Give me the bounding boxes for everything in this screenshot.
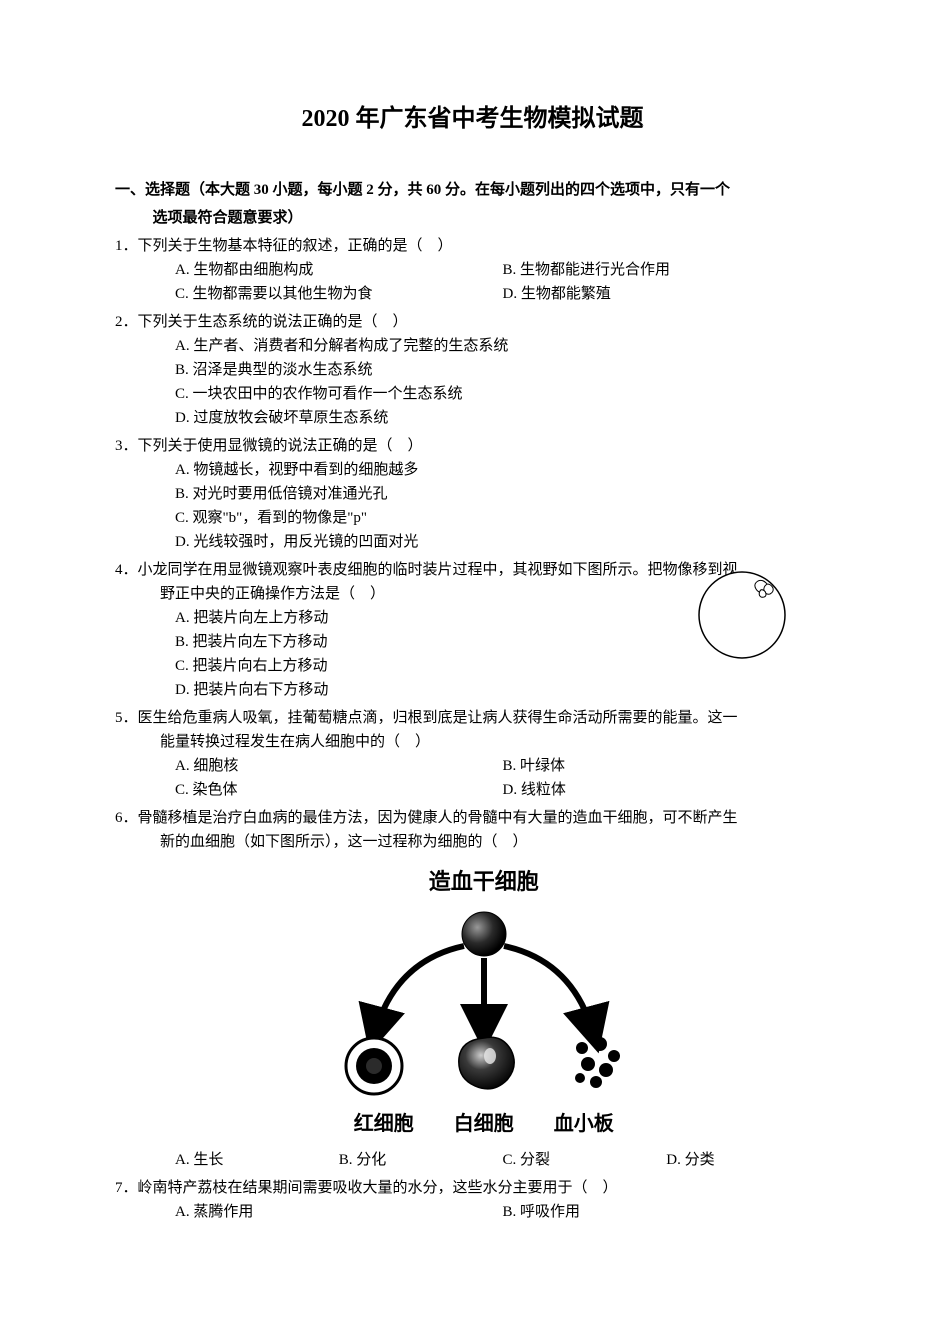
q6-option-c: C. 分裂 bbox=[503, 1148, 667, 1172]
q5-options-row1: A. 细胞核 B. 叶绿体 bbox=[138, 754, 831, 778]
section-header-line2: 选项最符合题意要求） bbox=[115, 206, 830, 230]
question-1: 1．下列关于生物基本特征的叙述，正确的是（ ） A. 生物都由细胞构成 B. 生… bbox=[115, 234, 830, 306]
q1-options-row2: C. 生物都需要以其他生物为食 D. 生物都能繁殖 bbox=[138, 282, 831, 306]
q7-option-a: A. 蒸腾作用 bbox=[175, 1200, 503, 1224]
q2-option-d: D. 过度放牧会破坏草原生态系统 bbox=[138, 406, 831, 430]
q5-option-a: A. 细胞核 bbox=[175, 754, 503, 778]
q5-option-d: D. 线粒体 bbox=[503, 778, 831, 802]
q2-stem: 2．下列关于生态系统的说法正确的是（ ） bbox=[138, 310, 831, 334]
q6-option-a: A. 生长 bbox=[175, 1148, 339, 1172]
q3-option-d: D. 光线较强时，用反光镜的凹面对光 bbox=[138, 530, 831, 554]
q6-label-rbc: 红细胞 bbox=[354, 1108, 414, 1140]
q6-stem-cell-diagram: 造血干细胞 bbox=[138, 864, 831, 1139]
section-header-line1: 一、选择题（本大题 30 小题，每小题 2 分，共 60 分。在每小题列出的四个… bbox=[115, 178, 830, 202]
q2-option-b: B. 沼泽是典型的淡水生态系统 bbox=[138, 358, 831, 382]
q6-diagram-labels: 红细胞 白细胞 血小板 bbox=[138, 1108, 831, 1140]
q6-diagram-svg bbox=[304, 906, 664, 1096]
question-2: 2．下列关于生态系统的说法正确的是（ ） A. 生产者、消费者和分解者构成了完整… bbox=[115, 310, 830, 430]
q6-label-wbc: 白细胞 bbox=[454, 1108, 514, 1140]
q2-option-c: C. 一块农田中的农作物可看作一个生态系统 bbox=[138, 382, 831, 406]
q2-option-a: A. 生产者、消费者和分解者构成了完整的生态系统 bbox=[138, 334, 831, 358]
q7-option-b: B. 呼吸作用 bbox=[503, 1200, 831, 1224]
q5-option-b: B. 叶绿体 bbox=[503, 754, 831, 778]
q4-option-d: D. 把装片向右下方移动 bbox=[138, 678, 831, 702]
q3-option-c: C. 观察"b"，看到的物像是"p" bbox=[138, 506, 831, 530]
q7-options-row1: A. 蒸腾作用 B. 呼吸作用 bbox=[138, 1200, 831, 1224]
q1-option-c: C. 生物都需要以其他生物为食 bbox=[175, 282, 503, 306]
q5-stem-line1: 5．医生给危重病人吸氧，挂葡萄糖点滴，归根到底是让病人获得生命活动所需要的能量。… bbox=[138, 706, 831, 730]
q1-options-row1: A. 生物都由细胞构成 B. 生物都能进行光合作用 bbox=[138, 258, 831, 282]
q1-option-d: D. 生物都能繁殖 bbox=[503, 282, 831, 306]
q6-stem-line1: 6．骨髓移植是治疗白血病的最佳方法，因为健康人的骨髓中有大量的造血干细胞，可不断… bbox=[138, 806, 831, 830]
q6-label-platelet: 血小板 bbox=[554, 1108, 614, 1140]
q6-diagram-title: 造血干细胞 bbox=[138, 864, 831, 899]
q6-options-row: A. 生长 B. 分化 C. 分裂 D. 分类 bbox=[138, 1148, 831, 1172]
question-3: 3．下列关于使用显微镜的说法正确的是（ ） A. 物镜越长，视野中看到的细胞越多… bbox=[115, 434, 830, 554]
page-title: 2020 年广东省中考生物模拟试题 bbox=[115, 100, 830, 138]
q7-stem: 7．岭南特产荔枝在结果期间需要吸收大量的水分，这些水分主要用于（ ） bbox=[138, 1176, 831, 1200]
q1-option-a: A. 生物都由细胞构成 bbox=[175, 258, 503, 282]
q6-option-d: D. 分类 bbox=[666, 1148, 830, 1172]
q5-stem-line2: 能量转换过程发生在病人细胞中的（ ） bbox=[138, 730, 831, 754]
question-5: 5．医生给危重病人吸氧，挂葡萄糖点滴，归根到底是让病人获得生命活动所需要的能量。… bbox=[115, 706, 830, 802]
q4-microscope-field-icon bbox=[718, 568, 791, 671]
q3-option-a: A. 物镜越长，视野中看到的细胞越多 bbox=[138, 458, 831, 482]
q6-stem-line2: 新的血细胞（如下图所示），这一过程称为细胞的（ ） bbox=[138, 830, 831, 854]
question-4: 4．小龙同学在用显微镜观察叶表皮细胞的临时装片过程中，其视野如下图所示。把物像移… bbox=[115, 558, 830, 702]
q3-option-b: B. 对光时要用低倍镜对准通光孔 bbox=[138, 482, 831, 506]
question-6: 6．骨髓移植是治疗白血病的最佳方法，因为健康人的骨髓中有大量的造血干细胞，可不断… bbox=[115, 806, 830, 1171]
question-7: 7．岭南特产荔枝在结果期间需要吸收大量的水分，这些水分主要用于（ ） A. 蒸腾… bbox=[115, 1176, 830, 1224]
q6-option-b: B. 分化 bbox=[339, 1148, 503, 1172]
q5-options-row2: C. 染色体 D. 线粒体 bbox=[138, 778, 831, 802]
q1-stem: 1．下列关于生物基本特征的叙述，正确的是（ ） bbox=[138, 234, 831, 258]
q1-option-b: B. 生物都能进行光合作用 bbox=[503, 258, 831, 282]
q3-stem: 3．下列关于使用显微镜的说法正确的是（ ） bbox=[138, 434, 831, 458]
q5-option-c: C. 染色体 bbox=[175, 778, 503, 802]
